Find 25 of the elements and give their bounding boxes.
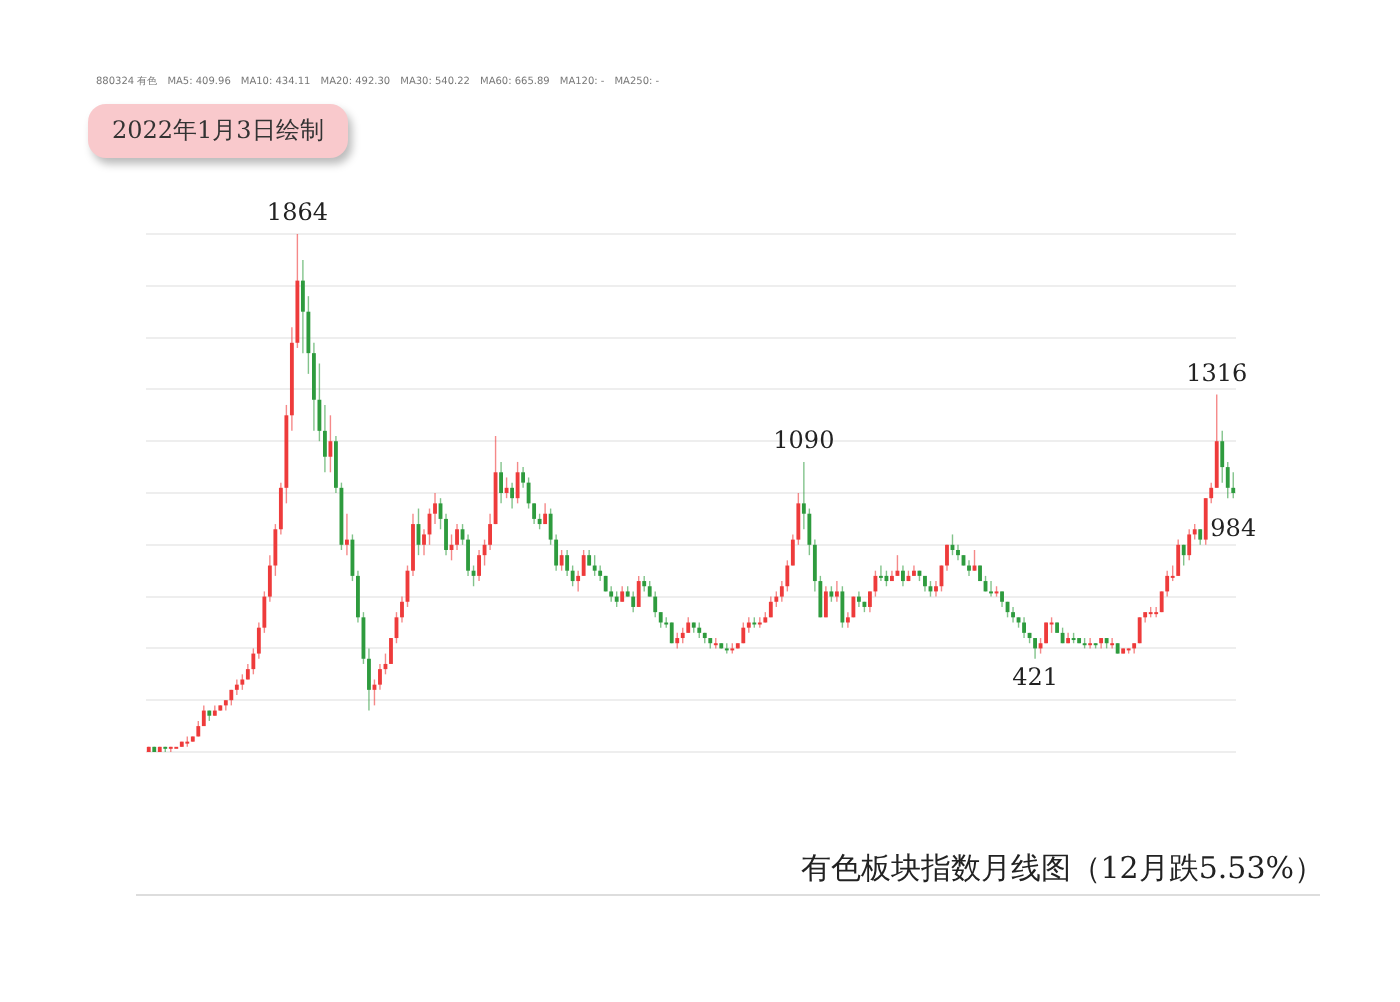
text: 1090 [773, 426, 835, 455]
text: 1864 [266, 198, 328, 227]
text: 有色板块指数月线图（12月跌5.53%） [800, 850, 1324, 888]
candlestick [609, 585, 614, 603]
candlestick [856, 590, 861, 608]
candlestick [598, 564, 603, 582]
candlestick [757, 616, 762, 629]
candlestick [879, 564, 883, 582]
candlestick [389, 638, 393, 664]
candlestick [746, 616, 751, 634]
text: 2022年1月3日绘制 [88, 104, 348, 158]
candlestick [1088, 637, 1093, 650]
candlestick [1137, 616, 1142, 644]
text: 1316 [1186, 358, 1248, 387]
candlestick [989, 580, 993, 598]
candlestick [1011, 606, 1015, 624]
candlestick [934, 580, 938, 598]
candlestick [1110, 637, 1115, 650]
candlestick [1154, 606, 1159, 619]
text: 984 [1210, 514, 1257, 543]
candlestick [956, 544, 960, 562]
candlestick [967, 559, 971, 577]
text: 421 [1012, 663, 1058, 692]
candlestick [234, 678, 239, 696]
candlestick [845, 611, 850, 629]
